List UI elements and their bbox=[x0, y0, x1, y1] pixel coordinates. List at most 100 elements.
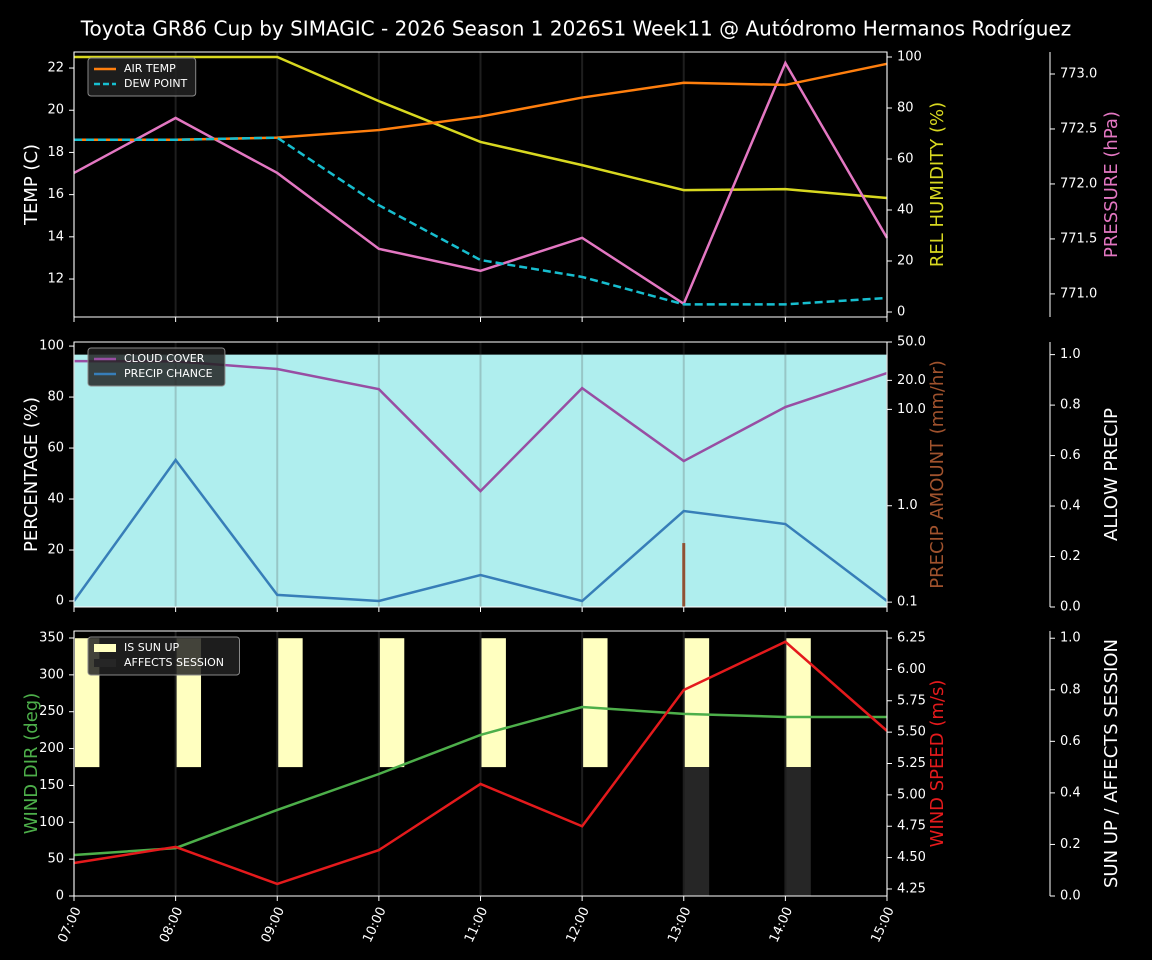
legend-label: DEW POINT bbox=[124, 77, 188, 90]
y2-tick-label: 5.25 bbox=[897, 756, 926, 771]
y2-tick-label: 80 bbox=[897, 100, 914, 115]
bar bbox=[277, 638, 303, 768]
y3-tick-label: 0.4 bbox=[1060, 785, 1081, 800]
y2-tick-label: 100 bbox=[897, 49, 922, 64]
y2-tick-label: 5.75 bbox=[897, 693, 926, 708]
y3-tick-label: 1.0 bbox=[1060, 347, 1081, 362]
y-tick-label: 22 bbox=[47, 61, 64, 76]
y-tick-label: 100 bbox=[39, 815, 64, 830]
y2-tick-label: 20 bbox=[897, 254, 914, 269]
y2-tick-label: 4.25 bbox=[897, 881, 926, 896]
y-tick-label: 80 bbox=[47, 390, 64, 405]
x-tick-label: 14:00 bbox=[767, 905, 796, 945]
y2-tick-label: 6.00 bbox=[897, 662, 926, 677]
y3-axis-label: ALLOW PRECIP bbox=[1101, 408, 1122, 541]
y-tick-label: 150 bbox=[39, 778, 64, 793]
legend-box bbox=[87, 636, 240, 676]
y2-axis-label: WIND SPEED (m/s) bbox=[927, 680, 948, 848]
y2-tick-label: 1.0 bbox=[897, 498, 918, 513]
y2-tick-label: 10.0 bbox=[897, 402, 926, 417]
bar bbox=[683, 638, 710, 768]
y-tick-label: 60 bbox=[47, 441, 64, 456]
y2-tick-label: 0 bbox=[897, 305, 905, 320]
y3-tick-label: 0.0 bbox=[1060, 600, 1081, 615]
x-tick-label: 12:00 bbox=[563, 905, 592, 945]
y2-tick-label: 60 bbox=[897, 151, 914, 166]
line-series bbox=[74, 55, 888, 200]
x-tick-label: 10:00 bbox=[360, 905, 389, 945]
y3-axis-label: PRESSURE (hPa) bbox=[1101, 111, 1122, 258]
legend-label: AIR TEMP bbox=[124, 62, 176, 75]
y3-tick-label: 0.6 bbox=[1060, 448, 1081, 463]
y3-tick-label: 0.2 bbox=[1060, 549, 1081, 564]
y-tick-label: 20 bbox=[47, 543, 64, 558]
legend-label: AFFECTS SESSION bbox=[124, 656, 224, 669]
y2-tick-label: 50.0 bbox=[897, 335, 926, 350]
x-tick-label: 15:00 bbox=[868, 905, 897, 945]
y-tick-label: 16 bbox=[47, 187, 64, 202]
bar bbox=[582, 638, 608, 768]
y2-tick-label: 40 bbox=[897, 203, 914, 218]
line-series bbox=[73, 640, 888, 886]
legend-label: CLOUD COVER bbox=[124, 352, 205, 365]
y3-axis-label: SUN UP / AFFECTS SESSION bbox=[1101, 639, 1122, 888]
y-tick-label: 18 bbox=[47, 145, 64, 160]
y-tick-label: 100 bbox=[39, 339, 64, 354]
y3-tick-label: 0.8 bbox=[1060, 398, 1081, 413]
line-series bbox=[72, 457, 888, 603]
y3-tick-label: 0.0 bbox=[1060, 889, 1081, 904]
y-tick-label: 12 bbox=[47, 272, 64, 287]
y-tick-label: 50 bbox=[47, 852, 64, 867]
y-tick-label: 300 bbox=[39, 667, 64, 682]
precip-amount-bar bbox=[682, 543, 686, 607]
legend-label: PRECIP CHANCE bbox=[124, 367, 213, 380]
y-tick-label: 14 bbox=[47, 229, 64, 244]
legend-box bbox=[87, 57, 197, 97]
y3-tick-label: 771.0 bbox=[1060, 286, 1097, 301]
chart-title: Toyota GR86 Cup by SIMAGIC - 2026 Season… bbox=[80, 17, 1072, 41]
y2-tick-label: 6.25 bbox=[897, 631, 926, 646]
y2-tick-label: 5.50 bbox=[897, 725, 926, 740]
y-tick-label: 350 bbox=[39, 631, 64, 646]
bar bbox=[683, 767, 710, 896]
bar bbox=[378, 638, 405, 768]
legend-box bbox=[87, 347, 226, 387]
y-axis-label: PERCENTAGE (%) bbox=[21, 397, 42, 552]
line-series bbox=[73, 705, 887, 857]
y-tick-label: 20 bbox=[47, 103, 64, 118]
x-tick-label: 08:00 bbox=[157, 905, 186, 945]
y3-tick-label: 0.4 bbox=[1060, 499, 1081, 514]
y2-tick-label: 0.1 bbox=[897, 595, 918, 610]
y3-tick-label: 0.6 bbox=[1060, 734, 1081, 749]
y2-tick-label: 4.50 bbox=[897, 850, 926, 865]
bar bbox=[785, 767, 811, 896]
y3-tick-label: 772.5 bbox=[1060, 121, 1097, 136]
y2-tick-label: 5.00 bbox=[897, 787, 926, 802]
y-tick-label: 250 bbox=[39, 704, 64, 719]
bar bbox=[785, 638, 811, 768]
y2-axis-label: REL HUMIDITY (%) bbox=[927, 102, 948, 267]
y-tick-label: 40 bbox=[47, 492, 64, 507]
y-tick-label: 200 bbox=[39, 741, 64, 756]
y-tick-label: 0 bbox=[56, 889, 64, 904]
x-tick-label: 07:00 bbox=[55, 905, 84, 945]
line-series bbox=[73, 60, 889, 306]
y3-tick-label: 771.5 bbox=[1060, 231, 1097, 246]
x-tick-label: 13:00 bbox=[665, 905, 694, 945]
y3-tick-label: 773.0 bbox=[1060, 66, 1097, 81]
y2-tick-label: 4.75 bbox=[897, 819, 926, 834]
y2-axis-label: PRECIP AMOUNT (mm/hr) bbox=[927, 360, 948, 589]
legend-label: IS SUN UP bbox=[124, 641, 180, 654]
line-series bbox=[74, 136, 888, 306]
bar bbox=[480, 638, 506, 768]
y3-tick-label: 0.2 bbox=[1060, 837, 1081, 852]
y2-tick-label: 20.0 bbox=[897, 373, 926, 388]
legend-swatch bbox=[94, 659, 116, 667]
y-axis-label: WIND DIR (deg) bbox=[21, 693, 42, 835]
y3-tick-label: 0.8 bbox=[1060, 682, 1081, 697]
y-tick-label: 0 bbox=[56, 594, 64, 609]
y3-tick-label: 772.0 bbox=[1060, 176, 1097, 191]
x-tick-label: 09:00 bbox=[259, 905, 288, 945]
legend-swatch bbox=[94, 644, 116, 652]
